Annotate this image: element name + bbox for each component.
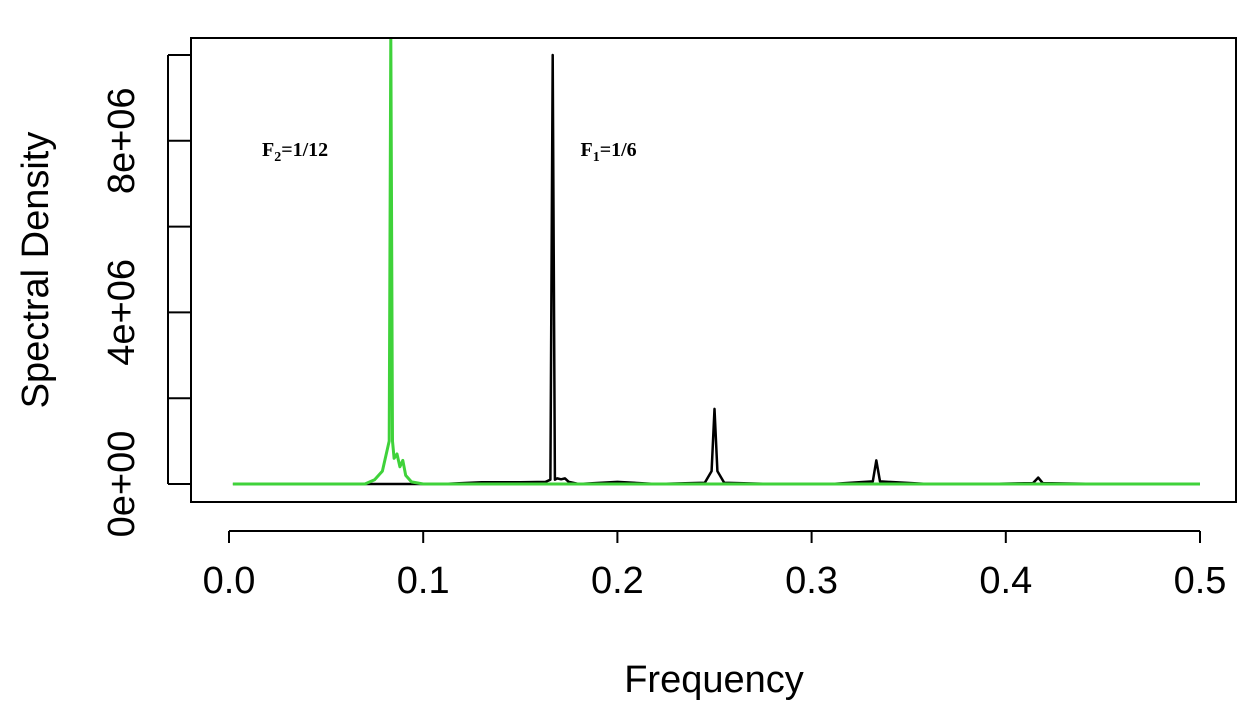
peak-annotation: F1=1/6 (581, 139, 637, 165)
x-tick-label: 0.1 (397, 560, 450, 602)
x-axis-title: Frequency (624, 659, 804, 701)
x-axis: 0.0 0.1 0.2 0.3 0.4 0.5 (203, 530, 1227, 602)
y-tick-label: 0e+00 (101, 431, 143, 538)
x-tick-label: 0.2 (591, 560, 644, 602)
series-line-1 (232, 53, 1103, 486)
annotations: F2=1/12 F1=1/6 (262, 139, 637, 165)
x-tick-label: 0.0 (203, 560, 256, 602)
plot-frame (190, 37, 1237, 503)
y-axis: 0e+00 4e+06 8e+06 (101, 54, 191, 538)
x-tick-label: 0.3 (785, 560, 838, 602)
peak-annotation: F2=1/12 (262, 139, 328, 165)
x-tick-label: 0.5 (1174, 560, 1227, 602)
y-axis-title: Spectral Density (15, 132, 57, 409)
plot-area (232, 38, 1200, 486)
series-line-2 (232, 38, 1200, 486)
y-tick-label: 4e+06 (101, 259, 143, 366)
y-tick-label: 8e+06 (101, 87, 143, 194)
x-tick-label: 0.4 (979, 560, 1032, 602)
